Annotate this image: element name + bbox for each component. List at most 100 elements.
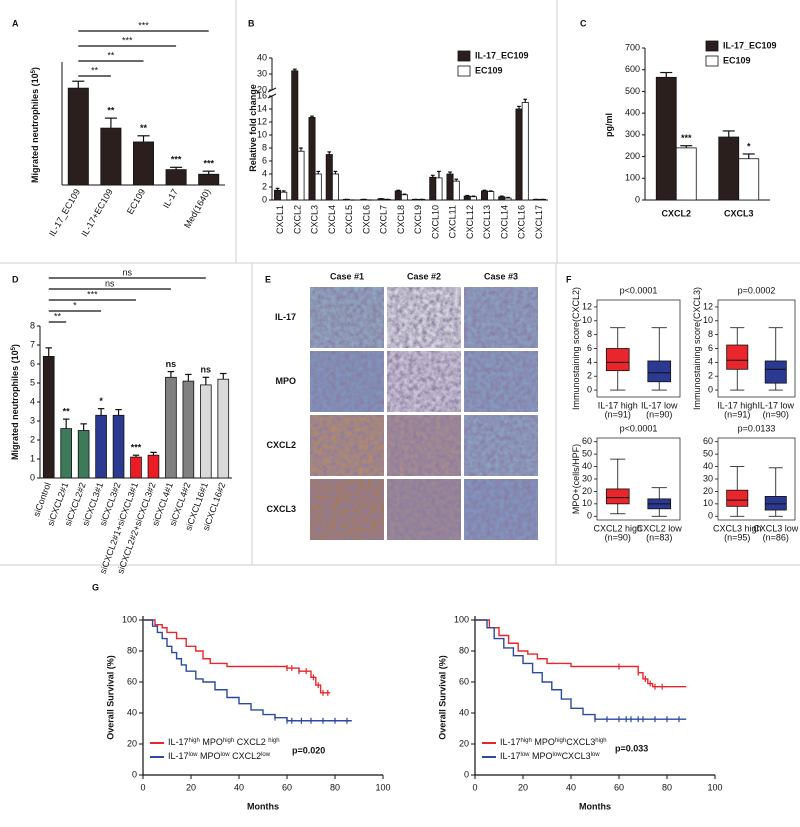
column-header: Case #1	[330, 271, 364, 281]
bar	[429, 176, 437, 201]
chart-title: p<0.0001	[620, 423, 658, 433]
y-tick-label: 6	[708, 343, 713, 353]
y-axis-label: MPO+(cells/HPF)	[571, 444, 581, 514]
legend-label-part: low	[591, 752, 601, 758]
group-size: (n=86)	[763, 532, 789, 542]
legend-label-part: IL-17	[500, 751, 521, 761]
bar	[77, 430, 90, 479]
y-axis-label-part: 5	[31, 69, 37, 73]
histology-image	[464, 415, 538, 476]
y-tick-label: 2	[30, 434, 35, 444]
x-tick-label: 100	[375, 782, 390, 792]
y-tick-label: 2	[708, 371, 713, 381]
x-tick-label: 20	[186, 782, 196, 792]
x-tick-label: CXCL9	[413, 205, 423, 234]
panel-label: D	[12, 274, 19, 284]
group-size: (n=91)	[724, 409, 750, 419]
x-axis-label: Months	[579, 801, 611, 811]
y-axis-label: Immunostaining score(CXCL3)	[692, 287, 702, 410]
bar	[400, 194, 408, 201]
legend-swatch	[457, 65, 471, 77]
histology-image	[464, 287, 538, 348]
bar	[325, 154, 333, 201]
box	[647, 360, 672, 383]
x-tick-label: 0	[472, 782, 477, 792]
x-tick-label: CXCL3	[724, 208, 754, 218]
y-axis-label: Overall Survival (%)	[105, 655, 115, 740]
y-tick-label: 100	[454, 614, 469, 624]
histology-image	[464, 351, 538, 412]
y-tick-label: 10	[703, 498, 713, 508]
significance-label: ns	[123, 267, 133, 277]
box	[764, 495, 787, 511]
bar	[198, 173, 220, 186]
y-tick-label: 20	[582, 486, 592, 496]
y-tick-label: 6	[30, 358, 35, 368]
panel-label: B	[248, 18, 255, 28]
bar	[217, 378, 230, 479]
x-tick-label: CXCL1	[275, 205, 285, 234]
x-axis-label: Months	[247, 801, 279, 811]
significance-label: *	[73, 300, 77, 310]
panel-label: F	[566, 274, 572, 284]
x-tick-label: CXCL5	[344, 205, 354, 234]
legend-label-part: high	[555, 738, 566, 744]
panel-label: G	[92, 582, 99, 592]
bar	[308, 117, 316, 201]
y-axis-label-part: )	[10, 344, 20, 347]
bar	[655, 76, 677, 201]
y-tick-label: 10	[582, 315, 592, 325]
y-axis-label-part: MPO+(cells/HPF)	[571, 444, 581, 514]
legend-label-part: CXCL2	[234, 737, 268, 747]
annotation: p=0.020	[292, 745, 325, 755]
group-size: (n=90)	[605, 532, 631, 542]
bar	[435, 177, 443, 201]
y-tick-label: 8	[30, 320, 35, 330]
x-tick-label: CXCL11	[448, 205, 458, 238]
significance-label: ns	[166, 359, 177, 369]
group-size: (n=91)	[605, 409, 631, 419]
x-tick-label: 80	[330, 782, 340, 792]
legend-label: IL-17low MPOlow CXCL2low	[168, 751, 271, 761]
legend-label-part: IL-17	[500, 737, 521, 747]
x-tick-label: CXCL2 low	[637, 523, 683, 533]
legend-label-part: low	[221, 752, 231, 758]
significance-label: **	[54, 311, 62, 321]
y-tick-label: 0	[30, 472, 35, 482]
bar	[165, 376, 177, 479]
x-tick-label: 40	[234, 782, 244, 792]
y-tick-label: 0	[132, 769, 137, 779]
y-axis-label: Migrated neutrophiles (105)	[30, 67, 40, 183]
y-tick-label: 12	[582, 301, 592, 311]
y-tick-label: 16	[257, 90, 267, 100]
row-label: IL-17	[275, 312, 296, 322]
significance-label: ***	[203, 159, 214, 169]
bar	[67, 87, 89, 186]
x-tick-label: IL-17 high	[598, 400, 638, 410]
y-tick-label: 2	[262, 181, 267, 191]
annotation: p=0.033	[615, 743, 648, 753]
x-tick-label: CXCL14	[499, 205, 509, 239]
y-tick-label: 700	[625, 42, 640, 52]
y-axis-label: Relative fold change	[248, 84, 258, 172]
y-axis-label: Migrated neutrophiles (105)	[10, 344, 20, 460]
box	[605, 488, 630, 505]
x-tick-label: CXCL2	[661, 208, 691, 218]
box	[764, 360, 787, 384]
x-tick-label: CXCL3 low	[753, 523, 799, 533]
legend-swatch	[457, 50, 471, 62]
legend-label: IL-17high MPOhigh CXCL2 high	[168, 737, 280, 747]
bar	[504, 197, 512, 201]
y-axis-label-part: Immunostaining score(CXCL3)	[692, 287, 702, 410]
y-tick-label: 4	[262, 168, 267, 178]
y-axis-label-part: Relative fold change	[248, 84, 258, 172]
y-tick-label: 40	[703, 461, 713, 471]
legend-label-part: MPO	[198, 751, 221, 761]
y-tick-label: 60	[703, 436, 713, 446]
legend-label: EC109	[475, 65, 503, 75]
bar	[446, 173, 454, 201]
y-tick-label: 5	[30, 377, 35, 387]
bar	[469, 196, 477, 201]
